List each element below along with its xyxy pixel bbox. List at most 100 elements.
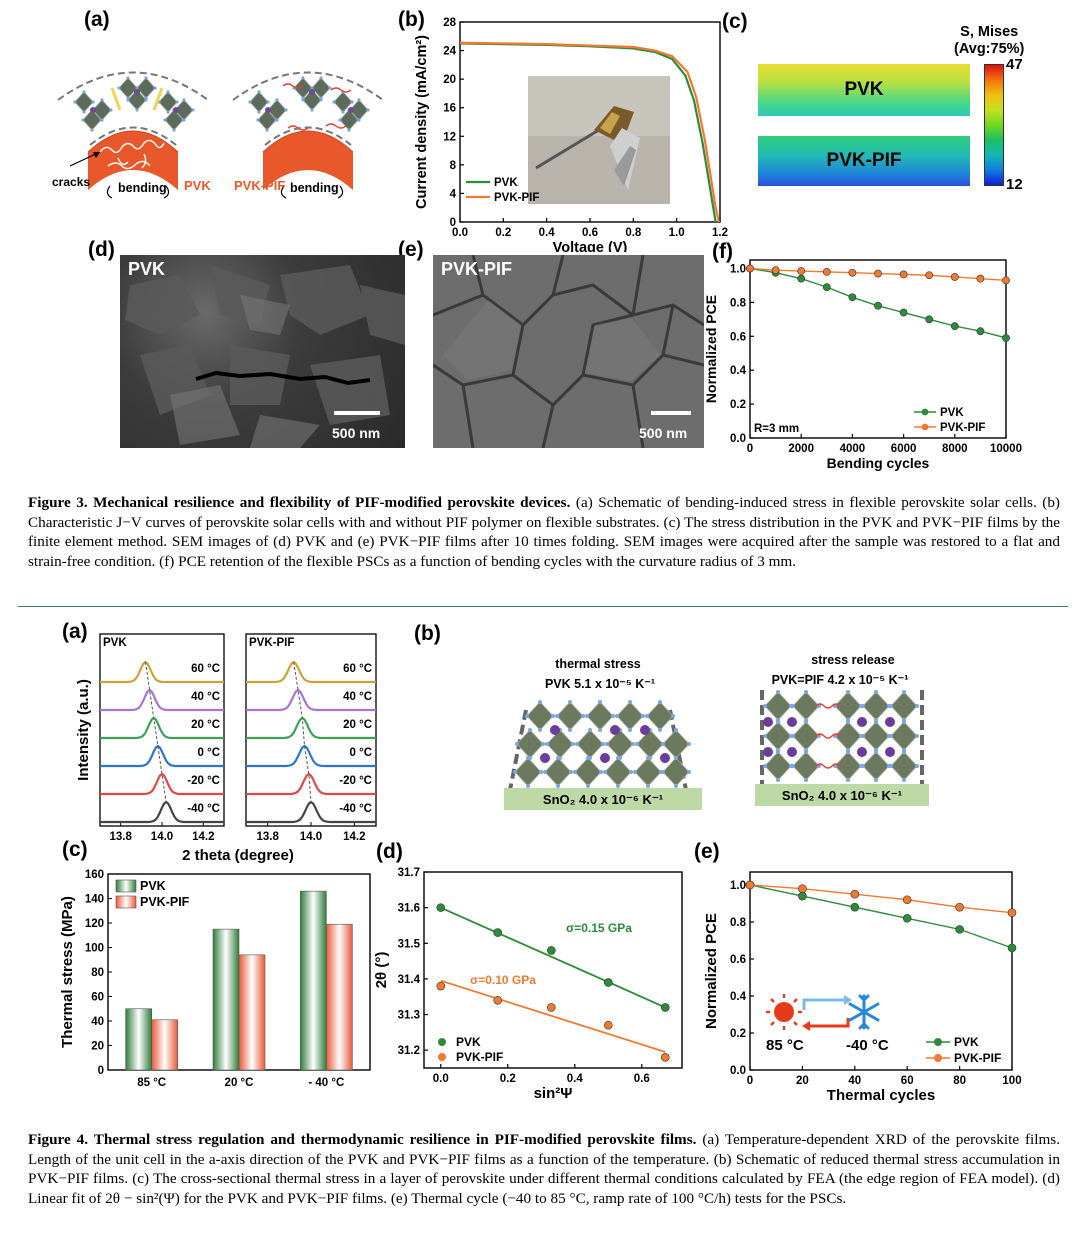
fig4a-xtick-label: 14.0 xyxy=(300,831,322,843)
fig3e-label: PVK-PIF xyxy=(441,259,513,279)
fig4c-ylabel: Thermal stress (MPa) xyxy=(59,896,76,1048)
fig3-caption: Figure 3. Mechanical resilience and flex… xyxy=(28,493,1060,571)
fig4d-point xyxy=(547,946,556,955)
fig4c-ytick-label: 100 xyxy=(85,943,104,955)
fig4e-point xyxy=(1007,943,1017,953)
fig4e-point xyxy=(955,902,964,912)
fig4d-point xyxy=(660,1003,670,1012)
fig4a-xtick-label: 13.8 xyxy=(109,831,132,843)
fig4a-temp-label: 60 °C xyxy=(191,663,220,675)
fig3f-point xyxy=(848,268,857,277)
fig4a-temp-label: -20 °C xyxy=(187,775,220,787)
fig4c-bar-pvk-pif xyxy=(326,923,353,1071)
fig3f-point xyxy=(925,271,934,280)
fig4d-xtick-label: 0.6 xyxy=(634,1073,650,1085)
fig3f-point xyxy=(771,266,780,275)
fig4a-xlabel: 2 theta (degree) xyxy=(182,847,294,864)
fig3b-ytick-label: 0 xyxy=(450,217,456,229)
fig3f-ytick-label: 0.4 xyxy=(730,365,747,377)
fig4c-legend-swatch xyxy=(115,879,137,893)
fig3f-bending-chart: 0 2000 4000 6000 8000 10000 0.0 0.2 0.4 0.6 0.8 1.0… xyxy=(703,259,1022,471)
fig4e-point xyxy=(955,925,964,934)
fig4d-legend-marker xyxy=(438,1053,446,1061)
fig4d-legend-label: PVK xyxy=(456,1035,481,1049)
fig4e-ytick-label: 0.8 xyxy=(730,917,747,929)
fig3-caption-body: (a) Schematic of bending-induced stress … xyxy=(28,494,1060,570)
fig3f-legend-marker xyxy=(921,423,929,431)
fig4d-ytick-label: 31.5 xyxy=(398,938,421,950)
fig4d-point xyxy=(493,928,503,937)
fig4d-legend-label: PVK-PIF xyxy=(456,1050,503,1064)
fig3b-series-pvk-pif xyxy=(459,41,720,223)
fig3f-annotation: R=3 mm xyxy=(754,423,799,435)
fig4e-temperature-icons: 85 °C -40 °C xyxy=(766,994,889,1054)
fig4e-legend-marker xyxy=(934,1054,942,1062)
fig3f-xlabel: Bending cycles xyxy=(827,455,930,471)
fig4d-ytick-label: 31.4 xyxy=(398,974,421,986)
fig4a-subplot-title: PVK xyxy=(103,637,127,649)
fig3b-ylabel: Current density (mA/cm²) xyxy=(414,35,430,209)
fig4e-point xyxy=(850,902,860,912)
fig4c-ytick-label: 40 xyxy=(91,1016,104,1028)
fig3-label-c: (c) xyxy=(722,10,748,33)
fig4d-ytick-label: 31.2 xyxy=(398,1045,420,1057)
fig4e-legend-label: PVK xyxy=(954,1035,979,1049)
fig3b-ytick-label: 4 xyxy=(450,188,457,200)
fig4e-xtick-label: 20 xyxy=(796,1075,809,1087)
fig3-caption-title: Figure 3. Mechanical resilience and flex… xyxy=(28,494,571,511)
fig4d-point xyxy=(547,1003,556,1012)
fig4e-point xyxy=(902,895,912,905)
fig4c-legend-label: PVK xyxy=(140,879,166,893)
fig4d-point xyxy=(493,995,503,1005)
fig3f-legend-marker xyxy=(921,408,929,416)
fig4c-bar-pvk-pif xyxy=(238,954,266,1071)
fig3a-bending-schematic: cracks bending PVK PVK-PIF bending xyxy=(52,71,384,199)
fig4a-pattern-line xyxy=(246,744,376,768)
fig3c-pvk-label: PVK xyxy=(844,79,884,100)
fig4b-left-cte: PVK 5.1 x 10⁻⁵ K⁻¹ xyxy=(545,677,655,691)
fig4c-ytick-label: 80 xyxy=(91,967,104,979)
fig4d-annotation-pvk: σ=0.15 GPa xyxy=(566,921,632,935)
fig3b-xtick-label: 0.8 xyxy=(625,227,642,239)
fig3b-ytick-label: 20 xyxy=(443,74,456,86)
fig4d-point xyxy=(660,1053,670,1062)
fig3b-ytick-label: 24 xyxy=(443,46,456,58)
fig3b-ytick-label: 12 xyxy=(443,131,456,143)
fig3f-point xyxy=(899,270,908,279)
fig3c-pvk-pif-label: PVK-PIF xyxy=(826,150,902,171)
fig3f-xtick-label: 0 xyxy=(747,443,753,455)
fig4e-xlabel: Thermal cycles xyxy=(827,1087,935,1104)
fig3b-jv-chart: 0.0 0.2 0.4 0.6 0.8 1.0 1.2 0 4 8 12 16 20 24 28 Voltag… xyxy=(414,17,728,252)
fig4d-xtick-label: 0.2 xyxy=(500,1073,516,1085)
fig4d-legend-marker xyxy=(438,1038,446,1046)
fig4d-xtick-label: 0.4 xyxy=(567,1073,584,1085)
fig3f-point xyxy=(822,267,831,276)
fig3f-legend-label: PVK xyxy=(940,407,964,419)
fig4c-legend-swatch xyxy=(115,895,137,909)
fig4e-xtick-label: 40 xyxy=(848,1075,861,1087)
fig4e-ytick-label: 0.2 xyxy=(730,1028,746,1040)
fig3-label-f: (f) xyxy=(712,240,733,263)
fig4b-right-substrate xyxy=(755,784,929,806)
fig4b-right-title: stress release xyxy=(811,653,894,667)
fig3f-point xyxy=(874,269,882,278)
fig4d-point xyxy=(603,978,613,987)
fig4e-point xyxy=(798,891,807,901)
fig3f-ylabel: Normalized PCE xyxy=(703,295,719,403)
fig4a-peak-guide xyxy=(293,661,312,803)
fig3e-sem-image: PVK-PIF 500 nm xyxy=(433,255,704,448)
fig4d-fit-pvk xyxy=(440,906,666,1009)
fig3d-scalebar-text: 500 nm xyxy=(332,425,381,441)
fig4a-xtick-label: 14.0 xyxy=(151,831,173,843)
fig4b-left-substrate xyxy=(504,788,702,810)
fig3-label-b: (b) xyxy=(398,8,425,31)
fig4e-frame xyxy=(749,871,1013,1071)
fig3c-subtitle: (Avg:75%) xyxy=(954,41,1025,57)
fig4-label-c: (c) xyxy=(62,838,88,861)
fig3a-bending-left: bending xyxy=(118,181,167,195)
fig3c-colorbar-min: 12 xyxy=(1006,176,1023,193)
fig3a-pvk-label: PVK xyxy=(184,178,211,193)
fig4a-peak-guide xyxy=(144,661,167,803)
fig4-label-b: (b) xyxy=(414,622,441,645)
fig4c-legend-label: PVK-PIF xyxy=(140,895,190,909)
